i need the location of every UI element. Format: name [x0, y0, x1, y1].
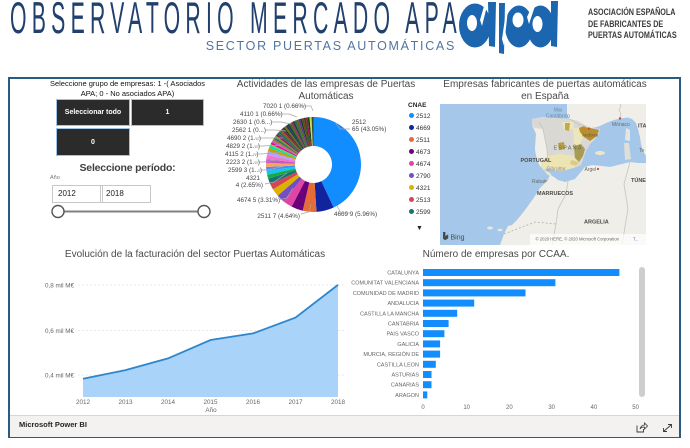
svg-text:Bing: Bing	[451, 235, 465, 242]
svg-text:ANDALUCIA: ANDALUCIA	[388, 301, 420, 307]
svg-text:20: 20	[506, 405, 513, 411]
svg-text:ARAGON: ARAGON	[395, 393, 419, 399]
svg-text:ITA: ITA	[638, 124, 646, 130]
svg-text:PAIS VASCO: PAIS VASCO	[386, 332, 419, 338]
svg-text:2016: 2016	[246, 399, 261, 406]
svg-text:ESPAÑA: ESPAÑA	[554, 145, 583, 152]
svg-text:CATALUNYA: CATALUNYA	[387, 271, 419, 277]
svg-text:Andorra: Andorra	[582, 133, 599, 138]
svg-text:2013: 2013	[118, 399, 133, 406]
svg-text:0,6 mil M€: 0,6 mil M€	[45, 328, 75, 335]
svg-text:30: 30	[548, 405, 555, 411]
svg-text:0: 0	[421, 405, 425, 411]
svg-text:COMUNIDAD DE MADRID: COMUNIDAD DE MADRID	[353, 291, 419, 297]
svg-text:2017: 2017	[288, 399, 303, 406]
svg-text:2014: 2014	[161, 399, 176, 406]
svg-text:Rabat: Rabat	[532, 179, 546, 185]
svg-text:PORTUGAL: PORTUGAL	[521, 158, 553, 164]
svg-text:2015: 2015	[203, 399, 218, 406]
svg-text:CANTABRIA: CANTABRIA	[388, 322, 419, 328]
svg-text:50: 50	[632, 405, 639, 411]
svg-text:GALICIA: GALICIA	[397, 342, 419, 348]
svg-text:Cantábrico: Cantábrico	[546, 114, 570, 120]
svg-text:40: 40	[591, 405, 598, 411]
svg-text:ARGELIA: ARGELIA	[584, 220, 609, 226]
svg-text:ASTURIAS: ASTURIAS	[391, 373, 419, 379]
svg-text:CASTILLA LA MANCHA: CASTILLA LA MANCHA	[360, 311, 419, 317]
svg-text:Mar: Mar	[554, 108, 563, 114]
svg-text:TÚNEZ: TÚNEZ	[631, 177, 646, 184]
svg-text:MARRUECOS: MARRUECOS	[537, 191, 573, 197]
svg-text:Gibraltar: Gibraltar	[547, 167, 567, 173]
svg-text:10: 10	[463, 405, 470, 411]
svg-text:Año: Año	[205, 407, 217, 414]
svg-text:MURCIA, REGIÓN DE: MURCIA, REGIÓN DE	[363, 351, 419, 358]
svg-text:Te: Te	[639, 148, 645, 154]
svg-text:2012: 2012	[76, 399, 91, 406]
svg-text:T...: T...	[633, 237, 639, 242]
svg-text:© 2020 HERE, © 2020 Microsoft: © 2020 HERE, © 2020 Microsoft Corporatio…	[536, 237, 620, 242]
svg-text:2018: 2018	[331, 399, 346, 406]
svg-text:COMUNITAT VALENCIANA: COMUNITAT VALENCIANA	[351, 281, 419, 287]
svg-text:0,8 mil M€: 0,8 mil M€	[45, 283, 75, 290]
svg-text:Argel: Argel	[585, 167, 597, 173]
svg-text:Mónaco: Mónaco	[612, 122, 630, 128]
svg-text:CANARIAS: CANARIAS	[391, 383, 419, 389]
svg-text:0,4 mil M€: 0,4 mil M€	[45, 373, 75, 380]
svg-text:CASTILLA LEON: CASTILLA LEON	[377, 362, 419, 368]
